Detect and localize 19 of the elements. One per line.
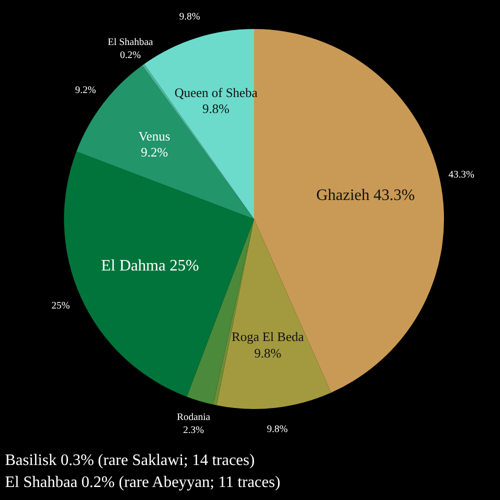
pie-slice bbox=[216, 219, 332, 409]
text: 9.8% bbox=[179, 11, 200, 22]
data-label: 0.2% bbox=[120, 50, 141, 61]
text: Basilisk 0.3% (rare Saklawi; 14 traces) bbox=[5, 451, 256, 471]
data-label: 2.3% bbox=[183, 425, 204, 436]
slice-label: Venus bbox=[138, 128, 170, 144]
data-label: 9.8% bbox=[202, 101, 230, 116]
slice-label: Ghazieh 43.3% bbox=[316, 186, 415, 204]
slice-label: Roga El Beda bbox=[232, 329, 304, 344]
slice-label: El Shahbaa bbox=[108, 36, 154, 48]
slice-label: Rodania bbox=[176, 412, 211, 424]
data-label: 9.8% bbox=[254, 345, 282, 360]
text: 9.2% bbox=[75, 84, 96, 96]
slice-label: El Dahma 25% bbox=[101, 257, 199, 274]
text: El Shahbaa 0.2% (rare Abeyyan; 11 traces) bbox=[5, 473, 280, 493]
data-label: 43.3% bbox=[448, 169, 474, 180]
data-label: 9.2% bbox=[140, 144, 168, 160]
text: 9.8% bbox=[266, 424, 288, 436]
data-label: 25% bbox=[52, 300, 70, 312]
